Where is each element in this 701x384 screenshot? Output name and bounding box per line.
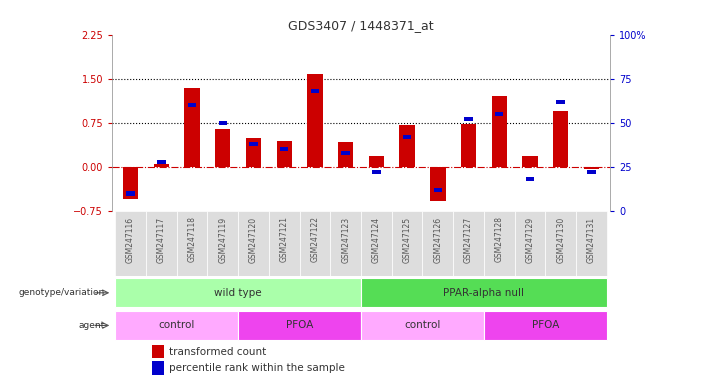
Bar	[361, 278, 607, 308]
Bar	[392, 211, 423, 276]
Bar	[207, 211, 238, 276]
Bar	[526, 177, 534, 182]
Text: agent: agent	[79, 321, 105, 330]
Bar	[587, 170, 596, 174]
Bar	[338, 142, 353, 167]
Bar	[152, 345, 165, 358]
Bar	[369, 156, 384, 167]
Bar	[484, 311, 607, 340]
Bar	[553, 111, 569, 167]
Text: GSM247127: GSM247127	[464, 217, 473, 263]
Text: PPAR-alpha null: PPAR-alpha null	[444, 288, 524, 298]
Bar	[361, 211, 392, 276]
Bar	[372, 170, 381, 174]
Bar	[126, 192, 135, 195]
Text: GSM247117: GSM247117	[157, 217, 166, 263]
Bar	[238, 211, 269, 276]
Bar	[403, 135, 411, 139]
Bar	[280, 147, 288, 151]
Bar	[311, 89, 319, 93]
Bar	[219, 121, 227, 125]
Bar	[123, 167, 138, 199]
Text: GSM247124: GSM247124	[372, 217, 381, 263]
Bar	[522, 156, 538, 167]
Bar	[250, 142, 258, 146]
Text: wild type: wild type	[215, 288, 262, 298]
Bar	[299, 211, 330, 276]
Bar	[152, 361, 165, 375]
Bar	[545, 211, 576, 276]
Text: GSM247129: GSM247129	[526, 217, 534, 263]
Text: GSM247123: GSM247123	[341, 217, 350, 263]
Text: GSM247125: GSM247125	[402, 217, 411, 263]
Bar	[464, 117, 472, 121]
Bar	[188, 103, 196, 107]
Text: GSM247130: GSM247130	[556, 217, 565, 263]
Text: GSM247128: GSM247128	[495, 217, 504, 262]
Text: GSM247120: GSM247120	[249, 217, 258, 263]
Text: control: control	[158, 320, 195, 331]
Text: PFOA: PFOA	[531, 320, 559, 331]
Bar	[184, 88, 200, 167]
Text: percentile rank within the sample: percentile rank within the sample	[170, 363, 346, 373]
Title: GDS3407 / 1448371_at: GDS3407 / 1448371_at	[288, 19, 434, 32]
Text: GSM247119: GSM247119	[218, 217, 227, 263]
Bar	[576, 211, 607, 276]
Bar	[307, 74, 322, 167]
Bar	[115, 211, 146, 276]
Text: PFOA: PFOA	[286, 320, 313, 331]
Bar	[246, 137, 261, 167]
Text: transformed count: transformed count	[170, 347, 266, 357]
Bar	[495, 112, 503, 116]
Bar	[361, 311, 484, 340]
Bar	[269, 211, 299, 276]
Bar	[484, 211, 515, 276]
Text: GSM247121: GSM247121	[280, 217, 289, 262]
Bar	[515, 211, 545, 276]
Bar	[491, 96, 507, 167]
Bar	[115, 311, 238, 340]
Bar	[276, 141, 292, 167]
Bar	[146, 211, 177, 276]
Bar	[330, 211, 361, 276]
Text: GSM247126: GSM247126	[433, 217, 442, 263]
Text: control: control	[404, 320, 441, 331]
Bar	[584, 167, 599, 169]
Bar	[177, 211, 207, 276]
Bar	[341, 151, 350, 155]
Bar	[430, 167, 446, 201]
Text: GSM247118: GSM247118	[188, 217, 196, 262]
Bar	[400, 125, 415, 167]
Bar	[423, 211, 453, 276]
Bar	[154, 164, 169, 167]
Bar	[238, 311, 361, 340]
Text: genotype/variation: genotype/variation	[19, 288, 105, 297]
Bar	[557, 99, 565, 104]
Bar	[157, 160, 165, 164]
Text: GSM247131: GSM247131	[587, 217, 596, 263]
Bar	[461, 124, 476, 167]
Bar	[215, 129, 231, 167]
Bar	[434, 188, 442, 192]
Bar	[115, 278, 361, 308]
Text: GSM247122: GSM247122	[311, 217, 320, 262]
Bar	[453, 211, 484, 276]
Text: GSM247116: GSM247116	[126, 217, 135, 263]
